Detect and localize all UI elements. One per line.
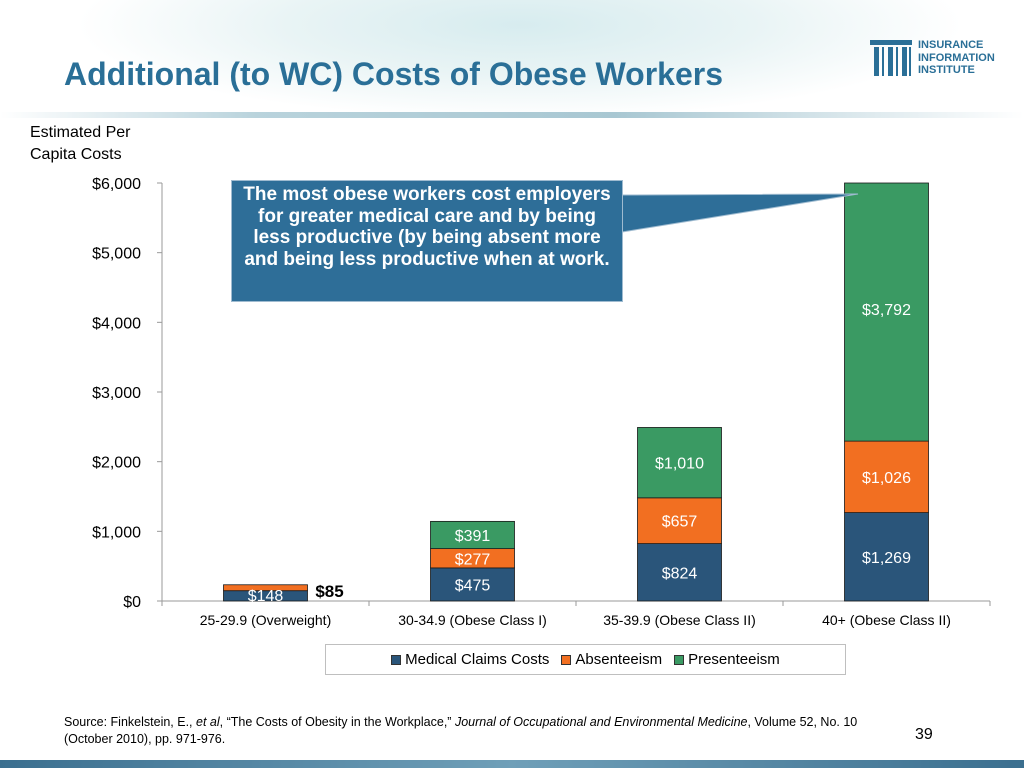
data-label-absenteeism: $85 xyxy=(315,582,343,601)
iii-logo-text: INSURANCE INFORMATION INSTITUTE xyxy=(918,39,995,77)
slide-title: Additional (to WC) Costs of Obese Worker… xyxy=(64,56,723,92)
page-number: 39 xyxy=(915,726,933,743)
logo-line-2: INFORMATION xyxy=(918,51,995,64)
legend-item-absenteeism: Absenteeism xyxy=(561,651,662,668)
source-middle: , “The Costs of Obesity in the Workplace… xyxy=(219,715,455,729)
callout-box: The most obese workers cost employers fo… xyxy=(231,180,623,302)
bar-presenteeism xyxy=(430,520,515,550)
bar-medical xyxy=(844,512,929,602)
logo-line-1: INSURANCE xyxy=(918,39,984,51)
legend-label-presenteeism: Presenteeism xyxy=(688,651,780,668)
data-label-medical: $824 xyxy=(662,565,698,582)
source-suffix: , Volume 52, No. 10 (October 2010), pp. … xyxy=(64,715,858,746)
bar-absenteeism xyxy=(223,584,308,592)
data-label-absenteeism: $1,026 xyxy=(862,470,911,487)
data-label-medical: $475 xyxy=(455,577,491,594)
y-tick-label: $2,000 xyxy=(92,455,141,472)
bar-medical xyxy=(430,567,515,602)
legend-label-medical: Medical Claims Costs xyxy=(405,651,550,668)
data-label-presenteeism: $391 xyxy=(455,528,491,545)
data-label-absenteeism: $277 xyxy=(455,551,491,568)
callout-pointer xyxy=(621,193,859,233)
footer-bar xyxy=(0,760,1024,768)
bar-presenteeism xyxy=(637,427,722,499)
bar-presenteeism xyxy=(844,182,929,442)
source-citation: Source: Finkelstein, E., et al, “The Cos… xyxy=(64,714,884,748)
legend-label-absenteeism: Absenteeism xyxy=(575,651,663,668)
iii-logo: INSURANCE INFORMATION INSTITUTE xyxy=(868,38,1018,82)
logo-line-3: INSTITUTE xyxy=(918,64,975,76)
data-label-medical: $1,269 xyxy=(862,550,911,567)
source-journal: Journal of Occupational and Environmenta… xyxy=(454,715,748,729)
y-tick-label: $5,000 xyxy=(92,246,141,263)
y-tick-label: $3,000 xyxy=(92,385,141,402)
y-tick-label: $0 xyxy=(123,594,141,611)
iii-logo-mark-icon xyxy=(870,40,912,76)
header-band xyxy=(0,0,1024,118)
legend-swatch-absenteeism xyxy=(561,654,572,665)
y-tick-label: $1,000 xyxy=(92,524,141,541)
bar-absenteeism xyxy=(844,440,929,513)
header-divider xyxy=(0,112,1024,118)
callout-text: The most obese workers cost employers fo… xyxy=(243,184,611,270)
y-tick-label: $6,000 xyxy=(92,176,141,193)
y-axis-label: Estimated Per Capita Costs xyxy=(30,124,131,163)
legend-swatch-medical xyxy=(391,654,402,665)
legend-item-medical: Medical Claims Costs xyxy=(391,651,549,668)
source-etal: et al xyxy=(196,715,220,729)
source-prefix: Source: Finkelstein, E., xyxy=(64,715,197,729)
x-tick-label: 30-34.9 (Obese Class I) xyxy=(398,612,547,628)
legend-swatch-presenteeism xyxy=(674,654,685,665)
data-label-medical: $148 xyxy=(248,588,284,605)
data-label-presenteeism: $1,010 xyxy=(655,456,704,473)
x-tick-label: 25-29.9 (Overweight) xyxy=(200,612,332,628)
x-tick-label: 35-39.9 (Obese Class II) xyxy=(603,612,756,628)
bar-medical xyxy=(637,543,722,602)
chart-legend: Medical Claims Costs Absenteeism Present… xyxy=(325,644,846,675)
data-label-absenteeism: $657 xyxy=(662,514,698,531)
bar-absenteeism xyxy=(637,497,722,544)
y-tick-label: $4,000 xyxy=(92,315,141,332)
data-label-presenteeism: $3,792 xyxy=(862,302,911,319)
legend-item-presenteeism: Presenteeism xyxy=(674,651,780,668)
x-tick-label: 40+ (Obese Class II) xyxy=(822,612,951,628)
